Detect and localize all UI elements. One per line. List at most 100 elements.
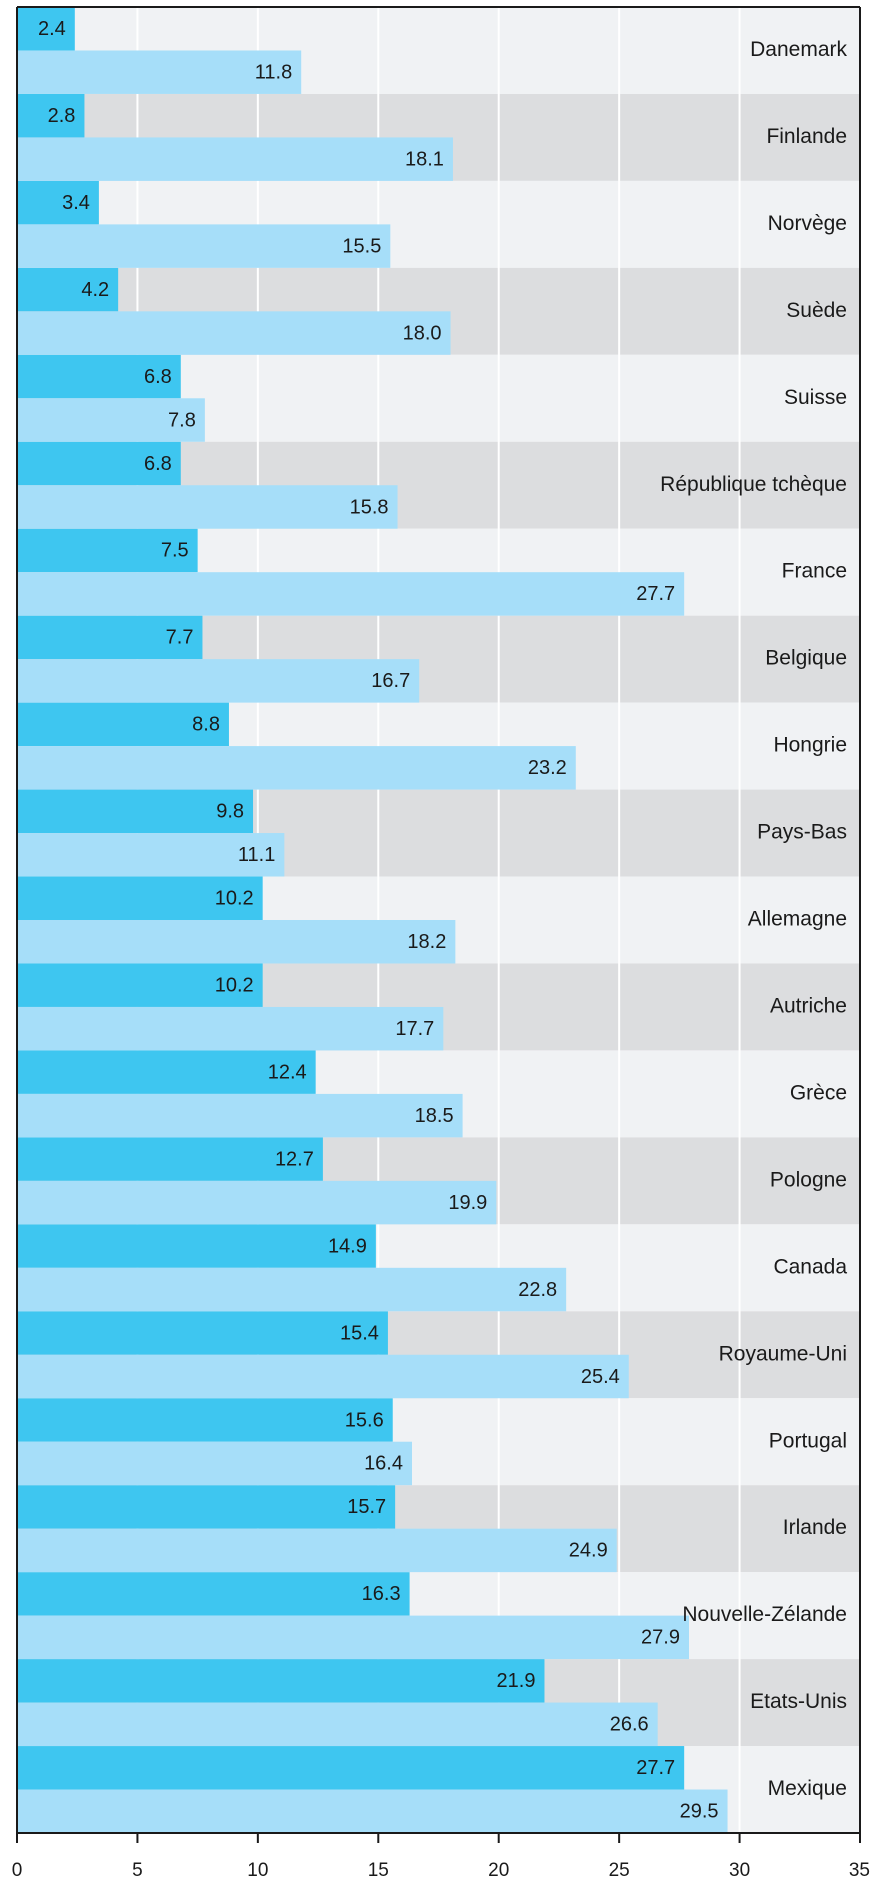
category-label: Danemark bbox=[750, 38, 847, 61]
data-label: 18.0 bbox=[403, 322, 442, 344]
data-label: 15.6 bbox=[345, 1409, 384, 1431]
category-label: Autriche bbox=[770, 994, 847, 1017]
bar bbox=[17, 1137, 323, 1181]
data-label: 7.5 bbox=[161, 540, 189, 562]
bar bbox=[17, 1050, 316, 1094]
bar bbox=[17, 1528, 617, 1573]
bar bbox=[17, 1006, 444, 1051]
bar bbox=[17, 1789, 728, 1833]
data-label: 18.2 bbox=[407, 931, 446, 953]
data-label: 19.9 bbox=[448, 1192, 487, 1214]
data-label: 29.5 bbox=[680, 1801, 719, 1823]
bar bbox=[17, 659, 420, 703]
bar bbox=[17, 746, 576, 790]
x-tick-label: 30 bbox=[729, 1860, 750, 1878]
bar bbox=[17, 224, 391, 268]
data-label: 15.5 bbox=[342, 235, 381, 257]
bar bbox=[17, 1441, 413, 1486]
bar bbox=[17, 441, 181, 486]
data-label: 26.6 bbox=[610, 1714, 649, 1736]
x-tick-label: 10 bbox=[247, 1860, 268, 1878]
bar bbox=[17, 1746, 685, 1790]
data-label: 9.8 bbox=[216, 801, 244, 823]
data-label: 3.4 bbox=[62, 192, 90, 214]
bar bbox=[17, 789, 254, 834]
category-label: Royaume-Uni bbox=[719, 1342, 847, 1365]
bar bbox=[17, 1180, 497, 1225]
x-tick-label: 35 bbox=[849, 1860, 870, 1878]
data-label: 15.4 bbox=[340, 1322, 379, 1344]
bar bbox=[17, 876, 263, 920]
bar bbox=[17, 920, 456, 964]
bar bbox=[17, 485, 398, 529]
data-label: 11.1 bbox=[238, 844, 275, 866]
bar bbox=[17, 267, 119, 312]
category-label: Portugal bbox=[769, 1429, 847, 1452]
bar bbox=[17, 50, 302, 94]
bar bbox=[17, 311, 451, 355]
bar bbox=[17, 1311, 388, 1355]
data-label: 2.8 bbox=[48, 105, 76, 127]
data-label: 15.8 bbox=[350, 496, 389, 518]
data-label: 18.1 bbox=[405, 148, 444, 170]
bar bbox=[17, 1659, 545, 1703]
bar bbox=[17, 1354, 629, 1399]
category-label: Suisse bbox=[784, 386, 847, 409]
bar bbox=[17, 1702, 658, 1747]
bar bbox=[17, 180, 99, 225]
category-label: Allemagne bbox=[748, 908, 847, 931]
category-label: Norvège bbox=[768, 212, 847, 235]
x-tick-label: 15 bbox=[368, 1860, 389, 1878]
bar bbox=[17, 1267, 567, 1312]
data-label: 17.7 bbox=[395, 1018, 434, 1040]
data-label: 12.4 bbox=[268, 1061, 307, 1083]
bar bbox=[17, 615, 203, 660]
data-label: 6.8 bbox=[144, 366, 172, 388]
category-label: France bbox=[782, 560, 847, 583]
category-label: Pologne bbox=[770, 1168, 847, 1191]
bar bbox=[17, 528, 198, 573]
data-label: 14.9 bbox=[328, 1235, 367, 1257]
category-label: Belgique bbox=[765, 647, 847, 670]
data-label: 12.7 bbox=[275, 1148, 314, 1170]
category-label: Finlande bbox=[766, 125, 847, 148]
category-label: Canada bbox=[773, 1255, 847, 1278]
data-label: 27.9 bbox=[641, 1627, 680, 1649]
category-label: République tchèque bbox=[660, 473, 847, 496]
bar bbox=[17, 702, 229, 747]
category-label: Nouvelle-Zélande bbox=[682, 1603, 847, 1626]
bar bbox=[17, 833, 285, 877]
x-tick-label: 25 bbox=[609, 1860, 630, 1878]
bar bbox=[17, 572, 685, 616]
category-label: Suède bbox=[786, 299, 847, 322]
data-label: 22.8 bbox=[518, 1279, 557, 1301]
data-label: 10.2 bbox=[215, 888, 254, 910]
data-label: 16.4 bbox=[364, 1453, 403, 1475]
x-tick-label: 20 bbox=[488, 1860, 509, 1878]
bar bbox=[17, 398, 205, 442]
category-label: Hongrie bbox=[773, 734, 847, 757]
data-label: 25.4 bbox=[581, 1366, 620, 1388]
bar bbox=[17, 963, 263, 1007]
category-label: Irlande bbox=[783, 1516, 847, 1539]
bar bbox=[17, 354, 181, 399]
x-tick-label: 5 bbox=[132, 1860, 143, 1878]
data-label: 16.7 bbox=[371, 670, 410, 692]
data-label: 24.9 bbox=[569, 1540, 608, 1562]
data-label: 18.5 bbox=[415, 1105, 454, 1127]
data-label: 15.7 bbox=[347, 1496, 386, 1518]
data-label: 21.9 bbox=[497, 1670, 536, 1692]
x-tick-label: 0 bbox=[12, 1860, 23, 1878]
data-label: 23.2 bbox=[528, 757, 567, 779]
bar bbox=[17, 1093, 463, 1138]
bar bbox=[17, 137, 453, 181]
data-label: 8.8 bbox=[192, 714, 220, 736]
bar bbox=[17, 1572, 410, 1616]
data-label: 27.7 bbox=[636, 583, 675, 605]
category-label: Pays-Bas bbox=[757, 821, 847, 844]
category-label: Grèce bbox=[790, 1081, 847, 1104]
data-label: 2.4 bbox=[38, 18, 66, 40]
bar bbox=[17, 1615, 689, 1660]
